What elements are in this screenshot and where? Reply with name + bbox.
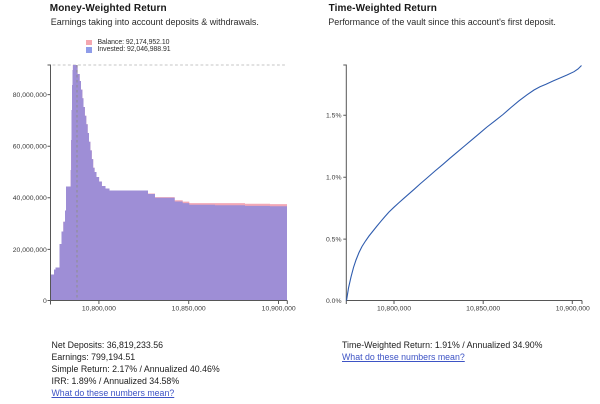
svg-text:40,000,000: 40,000,000 xyxy=(13,195,47,202)
svg-text:10,900,000: 10,900,000 xyxy=(262,306,296,313)
svg-text:0: 0 xyxy=(43,298,47,305)
svg-text:10,850,000: 10,850,000 xyxy=(466,306,500,313)
svg-text:20,000,000: 20,000,000 xyxy=(13,247,47,254)
svg-text:0.5%: 0.5% xyxy=(326,237,342,244)
svg-text:10,800,000: 10,800,000 xyxy=(82,306,116,313)
svg-text:10,900,000: 10,900,000 xyxy=(556,306,590,313)
svg-text:10,800,000: 10,800,000 xyxy=(377,306,411,313)
svg-text:10,850,000: 10,850,000 xyxy=(172,306,206,313)
svg-text:60,000,000: 60,000,000 xyxy=(13,144,47,151)
svg-text:80,000,000: 80,000,000 xyxy=(13,92,47,99)
svg-text:1.5%: 1.5% xyxy=(326,113,342,120)
svg-text:0.0%: 0.0% xyxy=(326,298,342,305)
svg-text:1.0%: 1.0% xyxy=(326,175,342,182)
